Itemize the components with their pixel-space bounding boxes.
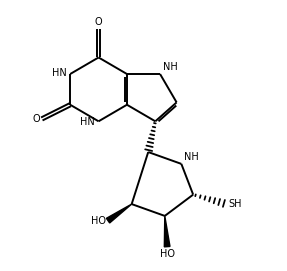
Polygon shape: [106, 204, 132, 223]
Text: O: O: [95, 17, 102, 27]
Text: NH: NH: [184, 151, 199, 162]
Text: HO: HO: [91, 216, 106, 226]
Text: HN: HN: [80, 118, 95, 127]
Text: NH: NH: [163, 62, 178, 72]
Text: HO: HO: [160, 249, 175, 259]
Polygon shape: [164, 216, 170, 247]
Text: O: O: [32, 114, 40, 124]
Text: SH: SH: [229, 199, 242, 209]
Text: HN: HN: [52, 68, 67, 78]
